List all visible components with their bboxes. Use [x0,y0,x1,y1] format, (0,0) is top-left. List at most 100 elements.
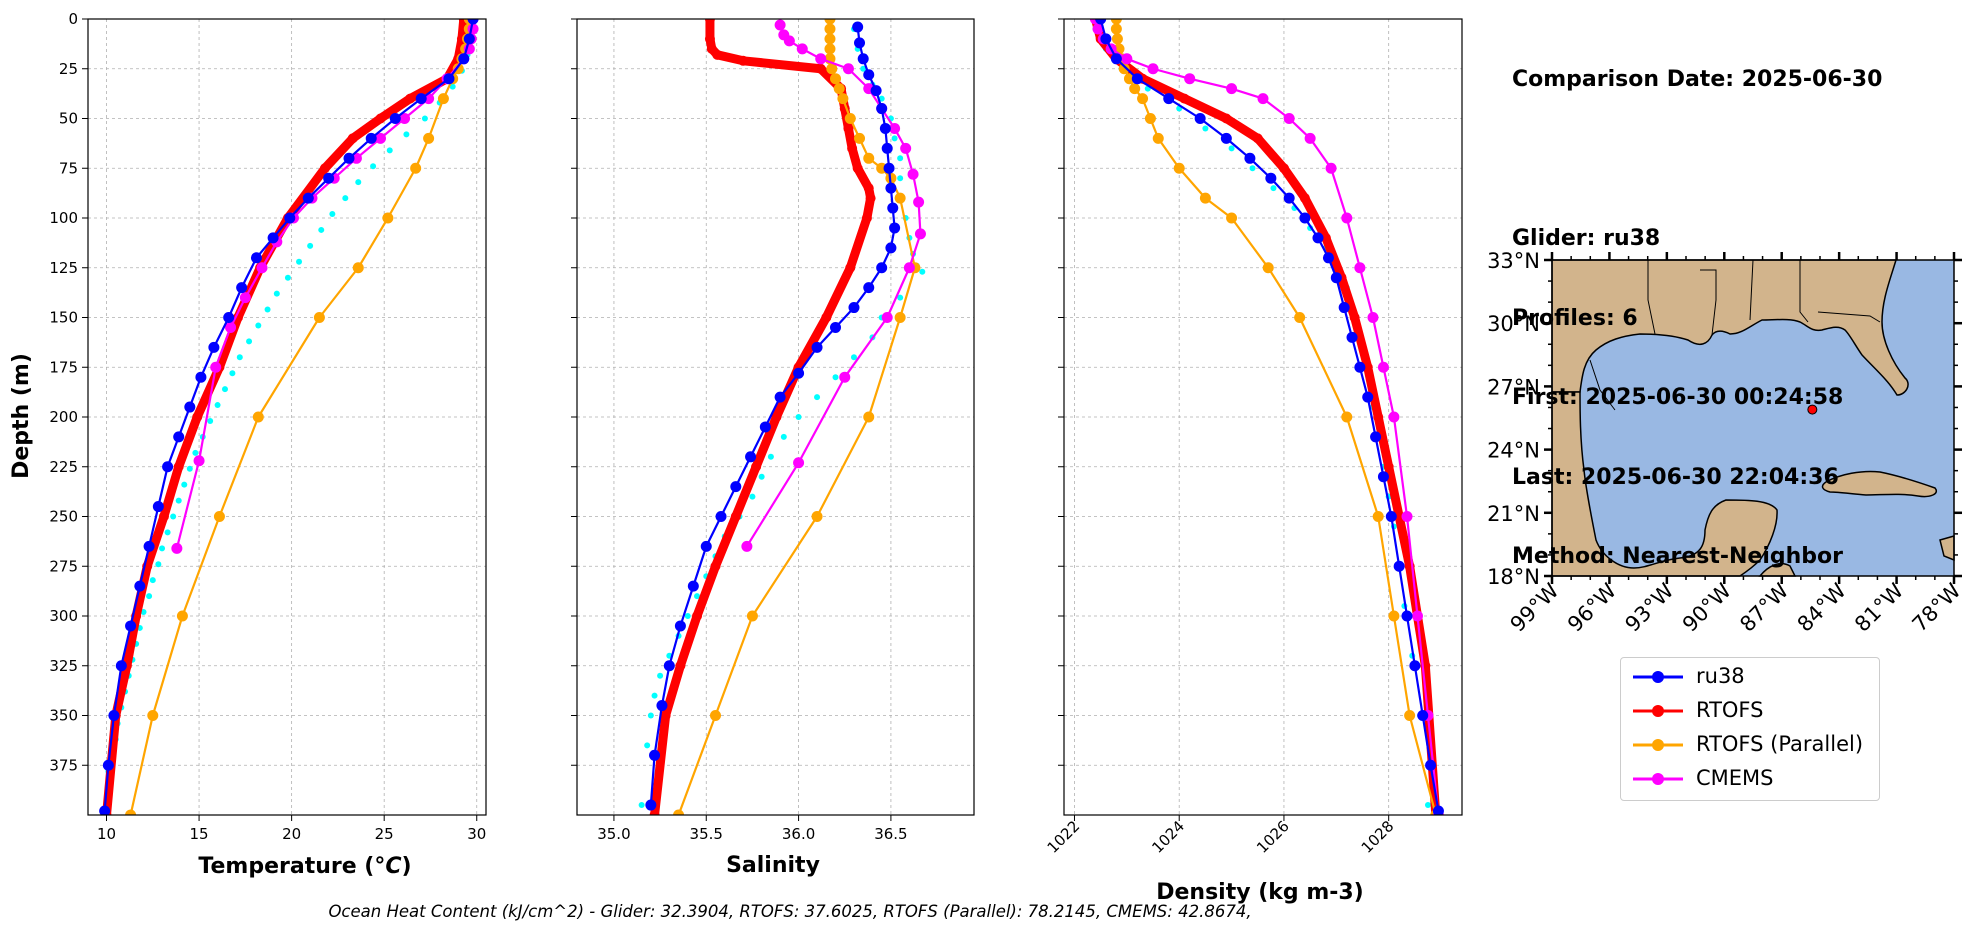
y-tick-label: 125 [49,259,78,277]
data-point-cmems [783,35,795,47]
data-point-rtofs-parallel [252,411,264,423]
data-point-rtofs [730,511,741,522]
data-point-raw [403,131,410,138]
data-point-ru38 [889,222,901,234]
y-tick-label: 0 [68,10,78,28]
y-tick-label: 350 [49,707,78,725]
data-point-ru38 [302,192,314,204]
data-point-raw [296,258,303,265]
data-point-rtofs [865,193,876,204]
data-point-rtofs-parallel [213,511,225,522]
data-point-ru38 [323,172,335,184]
data-point-rtofs [847,143,858,154]
data-point-raw [149,577,156,584]
x-tick-label: 36.5 [874,825,907,843]
series-cmems [1089,19,1444,815]
series-ru38 [645,21,901,811]
plot-area [1089,19,1444,815]
data-point-ru38 [715,511,727,522]
legend-item-ru38: ru38 [1621,660,1879,694]
data-point-raw [342,195,349,202]
data-point-rtofs-parallel [410,162,422,174]
data-point-rtofs [375,113,386,124]
data-point-rtofs [1383,461,1394,472]
x-tick-label: 35.0 [597,825,630,843]
info-first: First: 2025-06-30 00:24:58 [1512,385,1844,410]
data-point-rtofs [821,312,832,323]
data-point-rtofs-parallel [824,23,836,35]
data-point-rtofs-parallel [894,192,906,204]
data-point-ru38 [267,232,279,244]
data-point-raw [273,290,280,297]
data-point-ru38 [674,620,686,632]
data-point-raw [355,179,362,186]
data-point-raw [386,147,393,154]
data-point-rtofs-parallel [1129,83,1141,95]
salinity-panel: 35.0 35.5 36.0 36.5 [571,18,975,843]
data-point-raw [175,497,182,504]
data-point-ru38 [162,461,174,473]
data-point-ru38 [389,113,401,124]
data-point-ru38 [1417,710,1429,721]
data-point-cmems [1121,53,1133,65]
legend-item-rtofs-parallel: RTOFS (Parallel) [1621,728,1879,762]
x-tick-label: 25 [375,825,394,843]
data-point-rtofs-parallel [176,610,188,622]
data-point-rtofs-parallel [1123,73,1135,85]
data-point-cmems [374,132,386,144]
lat-tick-label: 27°N [1487,375,1540,399]
series-line-cmems [745,23,922,548]
data-point-ru38 [102,759,114,771]
data-point-cmems [903,262,915,274]
salinity-axis-label: Salinity [726,853,820,878]
data-point-rtofs-parallel [147,710,159,721]
series-line-ru38 [1099,19,1440,813]
data-point-cmems [193,455,205,467]
data-point-rtofs [710,561,721,572]
data-point-cmems [1184,73,1196,85]
temperature-panel: 10 15 20 25 30025507510012515017520022525027… [49,10,487,843]
data-point-ru38 [443,73,455,85]
data-point-rtofs-parallel [746,610,758,622]
data-point-raw [318,226,325,233]
lat-tick-label: 21°N [1487,502,1540,526]
data-point-cmems [171,542,183,554]
info-blank [1512,147,1882,174]
data-point-ru38 [250,252,262,264]
y-tick-label: 75 [59,159,78,177]
data-point-rtofs-parallel [352,262,364,274]
data-point-rtofs-parallel [1294,312,1306,323]
data-point-rtofs [863,183,874,194]
y-tick-label: 25 [59,60,78,78]
data-point-raw [897,294,904,301]
data-point-rtofs-parallel [1118,63,1130,75]
x-tick-label: 20 [282,825,301,843]
data-point-rtofs [1373,412,1384,422]
data-point-raw [159,545,166,552]
data-point-cmems [1304,132,1316,144]
data-point-raw [758,473,765,480]
data-point-cmems [907,168,919,180]
data-point-rtofs [319,163,330,174]
data-point-rtofs-parallel [313,312,325,323]
lat-tick-label: 33°N [1487,249,1540,273]
y-tick-label: 325 [49,657,78,675]
data-point-raw [229,370,236,377]
data-point-cmems [1388,411,1400,423]
y-tick-label: 250 [49,508,78,526]
data-point-cmems [1226,83,1238,95]
data-point-rtofs [692,611,703,621]
data-point-raw [255,322,262,329]
y-tick-label: 375 [49,756,78,774]
data-point-ru38 [887,202,899,214]
data-point-ru38 [656,700,668,712]
y-tick-label: 150 [49,309,78,327]
density-panel: 1022 1024 1026 1028 [1044,18,1463,857]
data-point-ru38 [152,501,164,513]
y-tick-label: 300 [49,607,78,625]
data-point-cmems [741,540,753,552]
data-point-raw [657,672,664,679]
data-point-cmems [839,371,851,383]
legend-label-rtofs-parallel: RTOFS (Parallel) [1696,732,1864,756]
data-point-cmems [1377,361,1389,373]
